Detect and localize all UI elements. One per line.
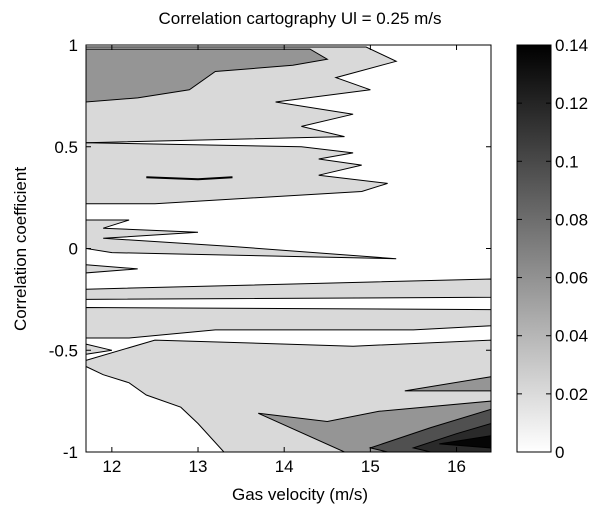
contour-region-2	[85, 219, 397, 260]
colorbar-tick-label: 0.08	[555, 210, 588, 229]
x-tick-label: 13	[189, 457, 208, 476]
y-axis-ticks: 1 0.5 0 -0.5 -1	[49, 36, 491, 462]
x-tick-label: 12	[102, 457, 121, 476]
contour-lines	[146, 176, 233, 181]
contour-regions	[85, 46, 492, 453]
x-tick-label: 16	[447, 457, 466, 476]
plot-area: 12 13 14 15 16 1 0.5 0 -0.5 -1	[49, 36, 492, 476]
contour-region-1	[85, 142, 388, 205]
y-tick-label: 1	[69, 36, 78, 55]
x-axis-label: Gas velocity (m/s)	[232, 485, 368, 504]
y-tick-label: -0.5	[49, 341, 78, 360]
x-tick-label: 15	[361, 457, 380, 476]
x-tick-label: 14	[275, 457, 294, 476]
y-axis-label: Correlation coefficient	[11, 167, 30, 331]
colorbar-gradient	[516, 44, 552, 453]
chart-title: Correlation cartography Ul = 0.25 m/s	[159, 9, 442, 28]
colorbar-tick-label: 0.1	[555, 152, 579, 171]
x-axis-ticks: 12 13 14 15 16	[102, 45, 466, 476]
y-tick-label: -1	[63, 443, 78, 462]
colorbar-tick-label: 0.02	[555, 385, 588, 404]
colorbar-ticks: 0.14 0.12 0.1 0.08 0.06 0.04 0.02 0	[517, 36, 588, 462]
colorbar: 0.14 0.12 0.1 0.08 0.06 0.04 0.02 0	[516, 36, 588, 462]
y-tick-label: 0.5	[54, 138, 78, 157]
colorbar-tick-label: 0.12	[555, 94, 588, 113]
colorbar-tick-label: 0.06	[555, 269, 588, 288]
colorbar-tick-label: 0.14	[555, 36, 588, 55]
colorbar-tick-label: 0.04	[555, 327, 588, 346]
contour-line-0	[146, 176, 233, 181]
colorbar-tick-label: 0	[555, 443, 564, 462]
contour-region-8	[85, 48, 329, 103]
y-tick-label: 0	[69, 240, 78, 259]
